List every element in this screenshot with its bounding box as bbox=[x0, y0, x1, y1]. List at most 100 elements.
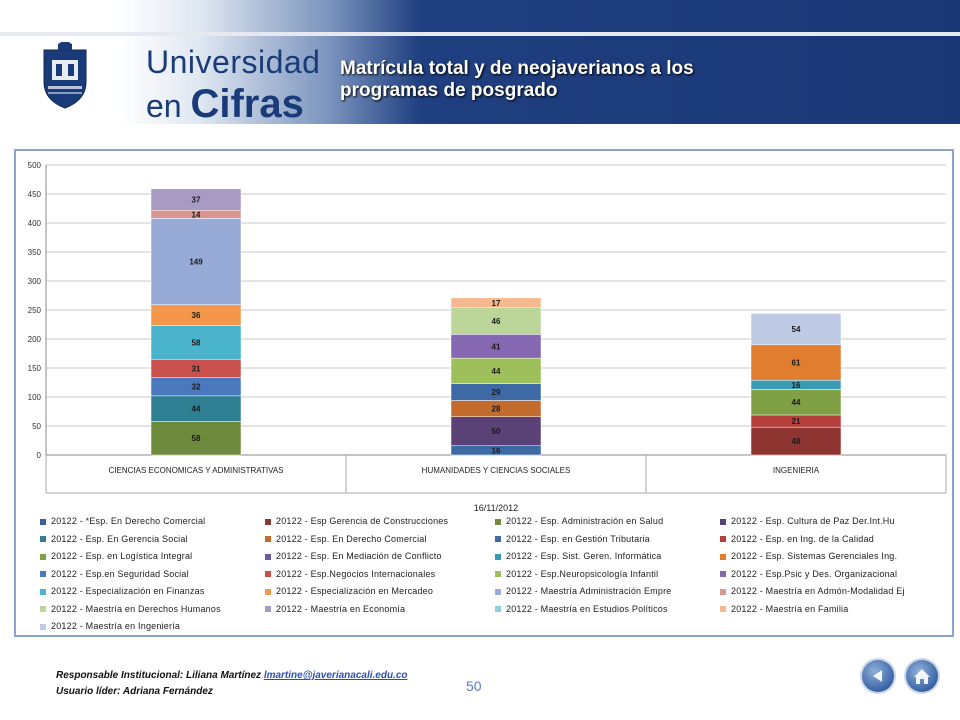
legend-item: 20122 - Esp.Negocios Internacionales bbox=[265, 569, 435, 579]
legend-item: 20122 - Maestría Administración Empre bbox=[495, 586, 671, 596]
y-tick-label: 50 bbox=[32, 422, 41, 431]
bar-data-label: 58 bbox=[192, 338, 201, 347]
legend-label: 20122 - Esp. En Derecho Comercial bbox=[276, 533, 427, 544]
y-tick-label: 500 bbox=[28, 161, 42, 170]
legend-item: 20122 - Esp Gerencia de Construcciones bbox=[265, 516, 448, 526]
bar-data-label: 28 bbox=[492, 405, 501, 414]
bar-data-label: 58 bbox=[192, 434, 201, 443]
legend-swatch bbox=[265, 606, 271, 613]
bar-data-label: 17 bbox=[492, 299, 501, 308]
bar-data-label: 44 bbox=[792, 398, 801, 407]
home-icon bbox=[914, 669, 930, 684]
x-category-label: HUMANIDADES Y CIENCIAS SOCIALES bbox=[422, 466, 571, 475]
legend-swatch bbox=[495, 536, 501, 543]
legend-swatch bbox=[265, 553, 271, 560]
legend-label: 20122 - Esp.Neuropsicología Infantil bbox=[506, 568, 659, 579]
back-button[interactable] bbox=[862, 660, 894, 692]
legend-item: 20122 - Esp. Cultura de Paz Der.Int.Hu bbox=[720, 516, 895, 526]
bar-segment bbox=[750, 313, 842, 346]
bar-segment bbox=[450, 416, 542, 446]
legend-label: 20122 - Esp.Psic y Des. Organizacional bbox=[731, 568, 898, 579]
legend-item: 20122 - Esp. En Mediación de Conflicto bbox=[265, 551, 442, 561]
bar-data-label: 149 bbox=[189, 258, 203, 267]
page-title-line1: Matrícula total y de neojaverianos a los bbox=[340, 58, 694, 79]
chart-frame: 0 50 100 150 200 250 300 350 400 450 500 CIENCIAS E… bbox=[14, 149, 954, 637]
y-tick-label: 300 bbox=[28, 277, 42, 286]
legend-label: 20122 - Esp. En Gerencia Social bbox=[51, 533, 188, 544]
bar-segment bbox=[450, 297, 542, 308]
legend-swatch bbox=[40, 518, 46, 525]
footer-responsable-label: Responsable Institucional: Liliana Martí… bbox=[56, 670, 264, 681]
legend-swatch bbox=[720, 536, 726, 543]
x-category-label: INGENIERIA bbox=[773, 466, 820, 475]
y-tick-label: 250 bbox=[28, 306, 42, 315]
legend-label: 20122 - Maestría en Ingeniería bbox=[51, 621, 181, 631]
bar-segment bbox=[150, 188, 242, 211]
legend-swatch bbox=[265, 536, 271, 543]
legend-item: 20122 - Esp. Administración en Salud bbox=[495, 516, 663, 526]
home-button[interactable] bbox=[906, 660, 938, 692]
y-tick-label: 450 bbox=[28, 190, 42, 199]
legend-swatch bbox=[40, 588, 46, 595]
legend-label: 20122 - Esp. en Ing. de la Calidad bbox=[731, 533, 874, 544]
legend-item: 20122 - Esp.Neuropsicología Infantil bbox=[495, 569, 658, 579]
y-tick-label: 400 bbox=[28, 219, 42, 228]
legend-item: 20122 - Especialización en Finanzas bbox=[40, 586, 205, 596]
bar-data-label: 41 bbox=[492, 342, 501, 351]
legend-item: 20122 - Maestría en Familia bbox=[720, 604, 848, 614]
bar-data-label: 21 bbox=[792, 417, 801, 426]
bar-segment bbox=[450, 307, 542, 335]
bar-data-label: 44 bbox=[492, 367, 501, 376]
legend-item: 20122 - Esp. en Ing. de la Calidad bbox=[720, 534, 874, 544]
header-banner: Universidad en Cifras Matrícula total y … bbox=[0, 0, 960, 127]
legend-swatch bbox=[265, 571, 271, 578]
legend-label: 20122 - Maestría en Familia bbox=[731, 603, 849, 614]
legend-item: 20122 - Esp.en Seguridad Social bbox=[40, 569, 189, 579]
footer-email-link[interactable]: lmartine@javerianacali.edu.co bbox=[263, 670, 408, 681]
back-arrow-icon bbox=[873, 670, 882, 682]
legend-label: 20122 - Esp Gerencia de Construcciones bbox=[276, 516, 449, 526]
legend-label: 20122 - Esp.en Seguridad Social bbox=[51, 568, 189, 579]
legend-swatch bbox=[495, 553, 501, 560]
legend-swatch bbox=[720, 518, 726, 525]
legend-item: 20122 - Esp. Sistemas Gerenciales Ing. bbox=[720, 551, 897, 561]
brand-line2b: Cifras bbox=[190, 82, 304, 126]
legend-swatch bbox=[720, 571, 726, 578]
bar-data-label: 61 bbox=[792, 358, 801, 367]
legend-swatch bbox=[720, 588, 726, 595]
legend-item: 20122 - Maestría en Derechos Humanos bbox=[40, 604, 221, 614]
legend-swatch bbox=[495, 588, 501, 595]
legend-swatch bbox=[40, 571, 46, 578]
legend-swatch bbox=[265, 518, 271, 525]
y-tick-label: 200 bbox=[28, 335, 42, 344]
y-tick-label: 350 bbox=[28, 248, 42, 257]
legend-label: 20122 - Maestría en Admón-Modalidad Ej bbox=[731, 586, 905, 596]
page-title-line2: programas de posgrado bbox=[340, 80, 558, 101]
legend-item: 20122 - Esp. En Gerencia Social bbox=[40, 534, 188, 544]
y-tick-label: 150 bbox=[28, 364, 42, 373]
legend-label: 20122 - Especialización en Finanzas bbox=[51, 586, 205, 596]
legend-item: 20122 - Esp.Psic y Des. Organizacional bbox=[720, 569, 897, 579]
legend-swatch bbox=[495, 606, 501, 613]
legend-label: 20122 - Esp. En Mediación de Conflicto bbox=[276, 551, 442, 561]
brand-line1: Universidad bbox=[146, 44, 321, 80]
legend-label: 20122 - Esp. en Logística Integral bbox=[51, 551, 193, 561]
legend-swatch bbox=[720, 553, 726, 560]
legend-item: 20122 - Esp. Sist. Geren. Informática bbox=[495, 551, 661, 561]
legend-swatch bbox=[40, 536, 46, 543]
header-stripe bbox=[0, 32, 960, 36]
footer-usuario: Usuario líder: Adriana Fernández bbox=[56, 686, 213, 697]
legend-swatch bbox=[40, 606, 46, 613]
legend-label: 20122 - Maestría en Derechos Humanos bbox=[51, 603, 221, 614]
legend-label: 20122 - Esp. Sistemas Gerenciales Ing. bbox=[731, 551, 898, 561]
legend-swatch bbox=[265, 588, 271, 595]
legend-item: 20122 - *Esp. En Derecho Comercial bbox=[40, 516, 205, 526]
bar-data-label: 31 bbox=[192, 364, 201, 373]
bar-segment bbox=[750, 426, 842, 456]
bar-segment bbox=[750, 344, 842, 381]
legend-item: 20122 - Esp. En Derecho Comercial bbox=[265, 534, 427, 544]
brand-line2: en Cifras bbox=[146, 82, 304, 127]
stacked-bar-chart: 0 50 100 150 200 250 300 350 400 450 500 CIENCIAS E… bbox=[28, 161, 947, 513]
legend-label: 20122 - Maestría en Estudios Políticos bbox=[506, 603, 668, 614]
legend-item: 20122 - Maestría en Admón-Modalidad Ej bbox=[720, 586, 905, 596]
